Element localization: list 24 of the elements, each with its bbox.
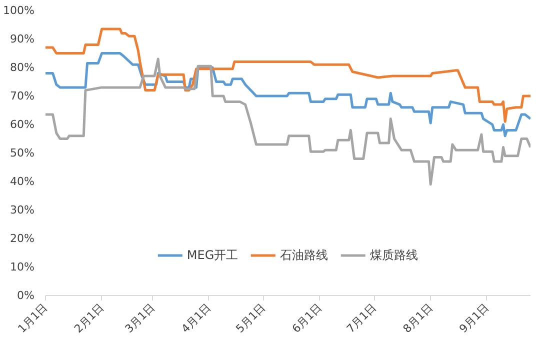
- y-tick-label: 60%: [10, 118, 35, 131]
- x-tick-label: 2月1日: [72, 300, 106, 336]
- y-tick-label: 70%: [10, 90, 35, 102]
- line-series: [46, 28, 530, 123]
- y-tick-label: 80%: [10, 61, 35, 74]
- x-tick-label: 5月1日: [233, 300, 268, 336]
- x-tick-label: 3月1日: [122, 300, 158, 336]
- y-tick-label: 40%: [10, 175, 35, 188]
- x-tick-label: 7月1日: [344, 300, 379, 336]
- legend-label: 煤质路线: [370, 246, 418, 264]
- y-tick-label: 90%: [10, 32, 35, 46]
- x-tick-label: 1月1日: [15, 300, 50, 336]
- legend-label: MEG开工: [186, 246, 238, 264]
- y-tick-label: 20%: [10, 232, 35, 245]
- y-tick-label: 50%: [10, 146, 35, 160]
- y-tick-label: 30%: [10, 204, 35, 216]
- x-tick-label: 8月1日: [400, 300, 436, 336]
- y-tick-label: 0%: [17, 289, 34, 302]
- x-tick-label: 9月1日: [456, 300, 492, 336]
- y-tick-label: 100%: [3, 4, 35, 17]
- x-tick-label: 6月1日: [290, 300, 324, 336]
- y-tick-label: 10%: [10, 260, 35, 274]
- legend-label: 石油路线: [280, 246, 328, 264]
- x-tick-label: 4月1日: [178, 300, 214, 336]
